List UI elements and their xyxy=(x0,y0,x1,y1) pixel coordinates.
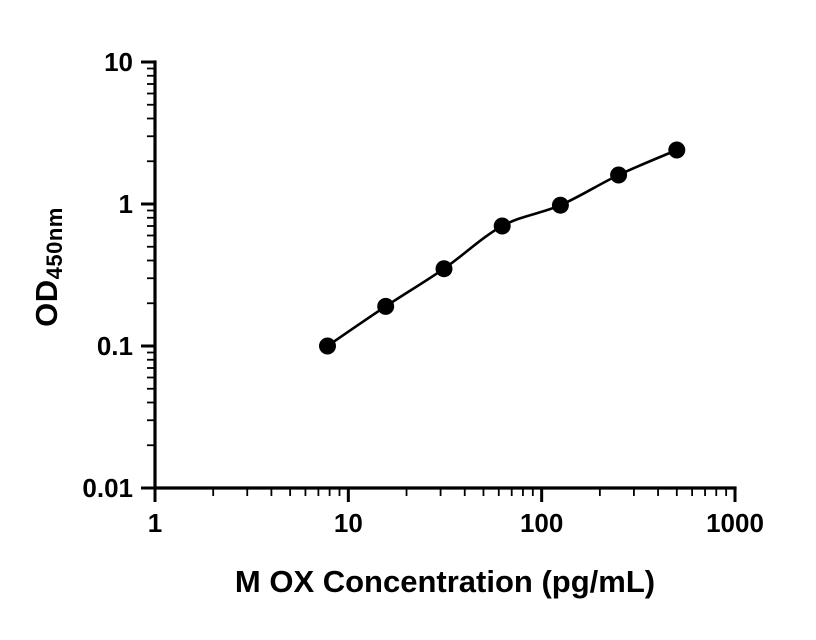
y-axis-title-subscript: 450nm xyxy=(42,207,67,280)
x-tick-label: 1000 xyxy=(706,508,764,538)
data-point xyxy=(435,260,453,278)
data-point xyxy=(319,337,336,355)
x-tick-label: 100 xyxy=(520,508,563,538)
x-axis-title: M OX Concentration (pg/mL) xyxy=(234,564,656,599)
y-tick-label: 0.01 xyxy=(82,473,133,503)
data-point xyxy=(551,196,569,214)
y-tick-label: 10 xyxy=(104,47,133,77)
y-tick-label: 1 xyxy=(119,189,133,219)
y-axis-title-main: OD xyxy=(29,279,64,327)
y-tick-label: 0.1 xyxy=(97,331,133,361)
x-tick-label: 10 xyxy=(334,508,363,538)
data-point xyxy=(610,166,628,184)
data-point xyxy=(668,141,686,159)
data-point xyxy=(493,217,511,235)
data-point xyxy=(377,297,395,315)
y-axis-title: OD450nm xyxy=(29,207,67,327)
x-tick-label: 1 xyxy=(148,508,162,538)
